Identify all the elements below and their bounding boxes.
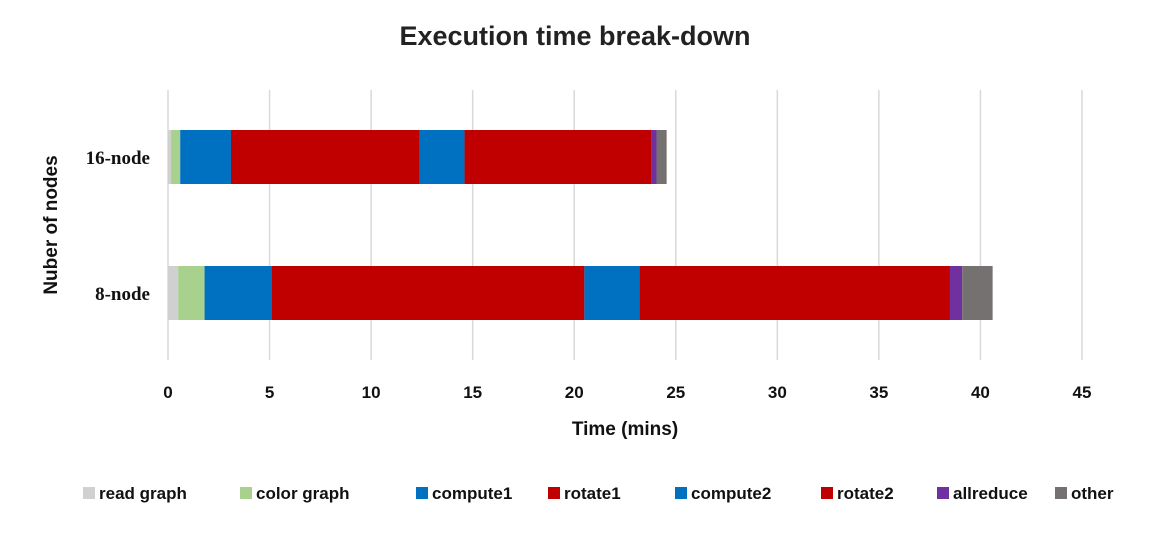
bar-segment-read-graph: [168, 266, 179, 320]
x-tick-labels: 0 5 10 15 20 25 30 35 40 45: [163, 383, 1091, 402]
legend-swatch: [1055, 487, 1067, 499]
x-tick-label: 20: [565, 383, 584, 402]
legend-label: other: [1071, 484, 1114, 503]
category-label: 16-node: [86, 148, 150, 169]
bar-segment-allreduce: [949, 266, 963, 320]
bar-segment-color-graph: [171, 130, 181, 184]
legend-label: rotate1: [564, 484, 621, 503]
legend-swatch: [821, 487, 833, 499]
bar-segment-compute1: [204, 266, 272, 320]
x-axis-label: Time (mins): [572, 419, 678, 440]
bar-segment-compute2: [419, 130, 465, 184]
legend-swatch: [240, 487, 252, 499]
x-tick-label: 35: [869, 383, 888, 402]
legend-swatch: [548, 487, 560, 499]
x-tick-label: 0: [163, 383, 172, 402]
x-tick-label: 40: [971, 383, 990, 402]
bar-segment-rotate2: [639, 266, 950, 320]
legend: read graph color graph compute1 rotate1 comp…: [83, 484, 1114, 503]
bar-segment-compute2: [584, 266, 640, 320]
bars: [168, 130, 993, 320]
legend-label: allreduce: [953, 484, 1028, 503]
legend-label: rotate2: [837, 484, 894, 503]
bar-segment-allreduce: [651, 130, 657, 184]
bar-segment-compute1: [180, 130, 231, 184]
x-tick-label: 30: [768, 383, 787, 402]
legend-swatch: [416, 487, 428, 499]
x-tick-label: 5: [265, 383, 274, 402]
legend-label: color graph: [256, 484, 350, 503]
y-axis-label: Nuber of nodes: [41, 155, 62, 294]
bar-segment-rotate1: [230, 130, 420, 184]
legend-label: compute1: [432, 484, 512, 503]
bar-segment-read-graph: [168, 130, 172, 184]
legend-swatch: [937, 487, 949, 499]
x-tick-label: 25: [666, 383, 685, 402]
bar-segment-rotate1: [271, 266, 585, 320]
category-label: 8-node: [95, 284, 150, 305]
legend-swatch: [83, 487, 95, 499]
legend-label: compute2: [691, 484, 771, 503]
legend-swatch: [675, 487, 687, 499]
x-tick-label: 45: [1073, 383, 1092, 402]
chart-title: Execution time break-down: [399, 21, 750, 51]
bar-segment-other: [656, 130, 667, 184]
bar-segment-color-graph: [178, 266, 205, 320]
legend-label: read graph: [99, 484, 187, 503]
bar-segment-rotate2: [464, 130, 652, 184]
bar-segment-other: [962, 266, 993, 320]
x-tick-label: 10: [362, 383, 381, 402]
x-tick-label: 15: [463, 383, 482, 402]
category-labels: 16-node 8-node: [86, 148, 150, 305]
